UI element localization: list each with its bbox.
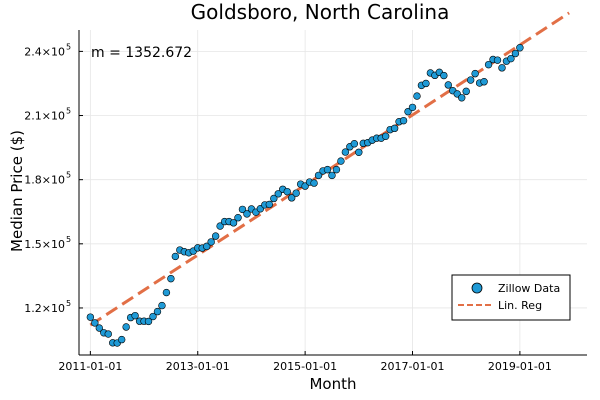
- data-point: [229, 219, 238, 227]
- data-point: [444, 81, 452, 89]
- y-tick-label: 1.5×10: [24, 238, 65, 251]
- data-point: [202, 242, 211, 251]
- data-point: [458, 94, 466, 102]
- data-point: [265, 200, 274, 209]
- data-point: [332, 165, 341, 174]
- legend-label-zillow: Zillow Data: [498, 282, 560, 295]
- data-point: [408, 103, 417, 112]
- data-point: [86, 313, 95, 321]
- x-axis-ticks: 2011-01-01 2013-01-01 2015-01-01 2017-01-01…: [58, 351, 552, 373]
- data-point: [207, 238, 215, 246]
- data-point: [310, 179, 318, 187]
- y-tick-label: 1.2×10: [24, 302, 65, 315]
- data-point: [91, 319, 99, 327]
- data-point: [484, 60, 493, 69]
- data-point: [381, 132, 390, 140]
- data-point: [511, 49, 520, 58]
- data-point: [104, 330, 112, 338]
- data-point: [171, 252, 180, 261]
- data-point: [95, 324, 104, 332]
- data-point: [337, 157, 345, 165]
- data-point: [498, 64, 506, 72]
- data-point: [422, 79, 430, 88]
- data-point: [493, 56, 502, 64]
- data-point: [292, 189, 300, 197]
- data-point: [480, 78, 488, 86]
- legend-box: [451, 274, 571, 321]
- data-point: [162, 288, 171, 297]
- data-point: [153, 307, 162, 316]
- x-tick-label: 2017-01-01: [381, 360, 445, 373]
- zillow-data-series: [86, 44, 524, 347]
- data-point: [234, 214, 242, 222]
- chart-title: Goldsboro, North Carolina: [191, 0, 450, 24]
- data-point: [466, 76, 475, 84]
- data-point: [399, 116, 408, 125]
- x-tick-label: 2013-01-01: [166, 360, 230, 373]
- data-point: [216, 222, 224, 230]
- data-point: [462, 87, 470, 96]
- data-point: [413, 92, 421, 100]
- y-tick-label: 2.1×10: [24, 110, 65, 123]
- data-point: [314, 171, 323, 180]
- x-tick-label: 2011-01-01: [58, 360, 122, 373]
- data-point: [122, 323, 130, 331]
- x-tick-label: 2015-01-01: [273, 360, 337, 373]
- y-tick-label: 2.4×10: [24, 45, 65, 58]
- y-tick-label: 1.8×10: [24, 174, 65, 187]
- data-point: [323, 165, 332, 174]
- grid: [79, 30, 587, 355]
- data-point: [144, 317, 153, 326]
- data-point: [167, 274, 175, 283]
- data-point: [341, 148, 350, 156]
- data-point: [328, 171, 336, 180]
- x-axis-label: Month: [309, 375, 356, 393]
- axes: [78, 30, 587, 356]
- data-point: [350, 140, 359, 148]
- data-point: [158, 301, 166, 310]
- slope-annotation: m = 1352.672: [91, 45, 192, 61]
- data-point: [117, 335, 126, 344]
- data-point: [516, 44, 524, 52]
- legend-marker-zillow: [471, 282, 483, 294]
- x-tick-label: 2019-01-01: [488, 360, 552, 373]
- y-axis-label: Median Price ($): [8, 130, 26, 252]
- y-tick-exponent: 5: [66, 171, 71, 180]
- data-point: [149, 312, 157, 321]
- data-point: [288, 194, 296, 202]
- data-point: [390, 124, 399, 133]
- data-point: [243, 210, 251, 218]
- y-axis-ticks: 1.2×10 51.5×10 51.8×10 52.1×10 52.4×10 5: [24, 42, 83, 315]
- y-tick-exponent: 5: [66, 235, 71, 244]
- data-point: [355, 148, 363, 157]
- data-point: [211, 232, 220, 240]
- y-tick-exponent: 5: [66, 42, 71, 51]
- data-point: [238, 205, 247, 214]
- y-tick-exponent: 5: [66, 299, 71, 308]
- data-point: [440, 71, 448, 80]
- y-tick-exponent: 5: [66, 107, 71, 116]
- data-point: [270, 194, 278, 203]
- data-point: [131, 311, 139, 320]
- data-point: [471, 69, 479, 78]
- data-point: [274, 190, 282, 198]
- legend: Zillow Data Lin. Reg: [451, 274, 571, 321]
- data-point: [404, 107, 412, 116]
- legend-label-regression: Lin. Reg: [498, 299, 542, 312]
- data-point: [507, 54, 515, 63]
- data-point: [283, 187, 291, 196]
